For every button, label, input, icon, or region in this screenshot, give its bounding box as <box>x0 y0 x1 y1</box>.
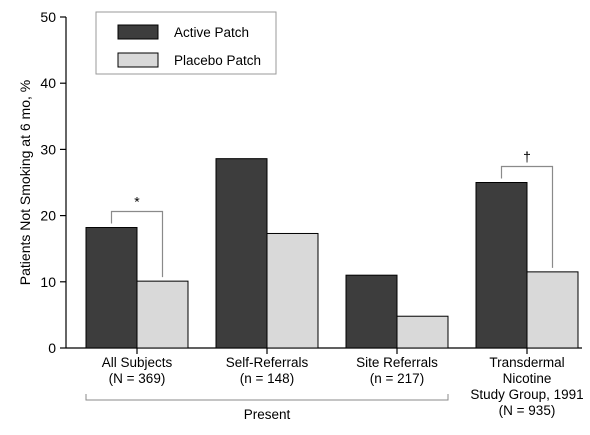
y-tick-label: 40 <box>40 75 56 91</box>
bar-active-2 <box>345 274 398 349</box>
legend-label-active: Active Patch <box>174 25 249 40</box>
y-tick-label: 20 <box>40 208 56 224</box>
category-label: Site Referrals (n = 217) <box>356 355 438 386</box>
bar-placebo-3 <box>526 271 579 349</box>
significance-marker: † <box>523 149 531 165</box>
category-label-line: (n = 148) <box>240 371 294 386</box>
bars <box>85 158 579 349</box>
bar-active-1 <box>215 158 268 349</box>
category-label-line: Nicotine <box>503 371 552 386</box>
group-bracket <box>85 394 449 401</box>
category-label-line: (N = 935) <box>499 403 556 418</box>
bar-placebo-1 <box>266 232 319 349</box>
category-label-line: Study Group, 1991 <box>470 387 583 402</box>
y-tick-label: 50 <box>40 9 56 25</box>
category-label: Self-Referrals (n = 148) <box>226 355 309 386</box>
category-label-line: Self-Referrals <box>226 355 309 370</box>
category-label-line: Transdermal <box>489 355 564 370</box>
legend-swatch-active <box>117 24 159 40</box>
bar-active-0 <box>85 227 138 349</box>
group-label: Present <box>244 407 291 422</box>
category-label-line: (N = 369) <box>109 371 166 386</box>
bar-placebo-0 <box>136 280 189 349</box>
category-label-line: Site Referrals <box>356 355 438 370</box>
y-axis-label: Patients Not Smoking at 6 mo, % <box>17 80 33 285</box>
y-tick-label: 10 <box>40 274 56 290</box>
y-tick-label: 30 <box>40 141 56 157</box>
significance-bracket <box>500 165 554 268</box>
legend-swatch-placebo <box>117 52 159 68</box>
significance-bracket <box>110 210 164 278</box>
category-label-line: All Subjects <box>102 355 173 370</box>
y-tick-label: 0 <box>48 340 56 356</box>
category-label: Transdermal Nicotine Study Group, 1991 (N =… <box>470 355 583 418</box>
category-label: All Subjects (N = 369) <box>102 355 173 386</box>
bar-placebo-2 <box>396 315 449 349</box>
significance-marker: * <box>134 194 140 210</box>
bar-active-3 <box>475 182 528 349</box>
category-label-line: (n = 217) <box>370 371 424 386</box>
legend: Active Patch Placebo Patch <box>95 11 277 75</box>
legend-label-placebo: Placebo Patch <box>174 53 261 68</box>
